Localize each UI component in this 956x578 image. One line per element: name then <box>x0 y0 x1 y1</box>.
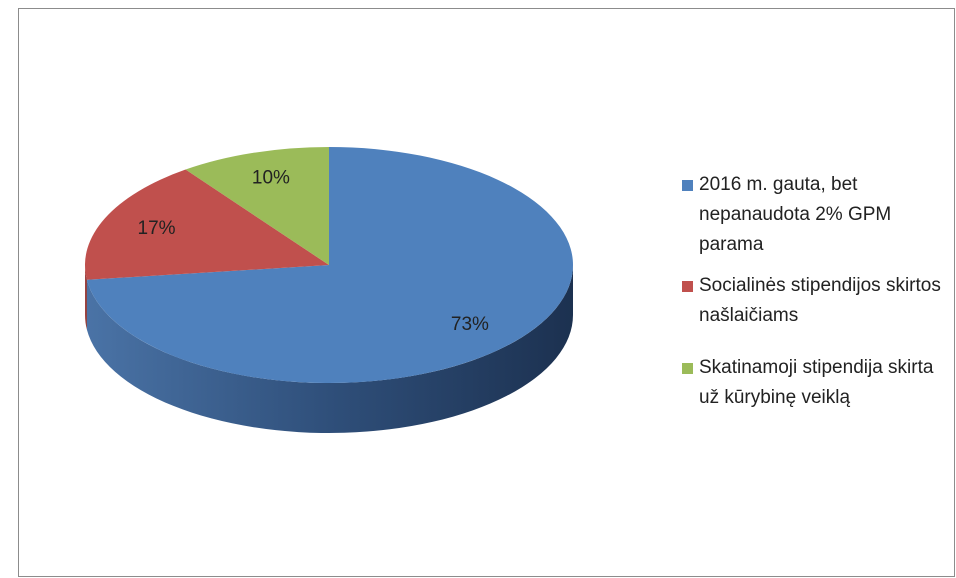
slice <box>86 147 573 383</box>
legend-swatch <box>682 180 693 191</box>
legend-item: Socialinės stipendijos skirtos našlaičia… <box>682 271 944 331</box>
data-label: 10% <box>252 168 290 189</box>
legend-swatch <box>682 363 693 374</box>
slice-side <box>86 265 573 433</box>
legend: 2016 m. gauta, bet nepanaudota 2% GPM pa… <box>682 170 944 413</box>
legend-label: Skatinamoji stipendija skirta už kūrybin… <box>699 357 934 408</box>
legend-item: 2016 m. gauta, bet nepanaudota 2% GPM pa… <box>682 170 944 260</box>
slice <box>185 147 329 265</box>
legend-label: 2016 m. gauta, bet nepanaudota 2% GPM pa… <box>699 174 892 255</box>
slice <box>84 169 329 280</box>
slice-side <box>85 265 87 330</box>
chart-frame <box>18 8 955 577</box>
legend-swatch <box>682 281 693 292</box>
data-label: 73% <box>451 314 489 335</box>
legend-item: Skatinamoji stipendija skirta už kūrybin… <box>682 353 944 413</box>
legend-label: Socialinės stipendijos skirtos našlaičia… <box>699 275 941 326</box>
data-label: 17% <box>138 218 176 239</box>
